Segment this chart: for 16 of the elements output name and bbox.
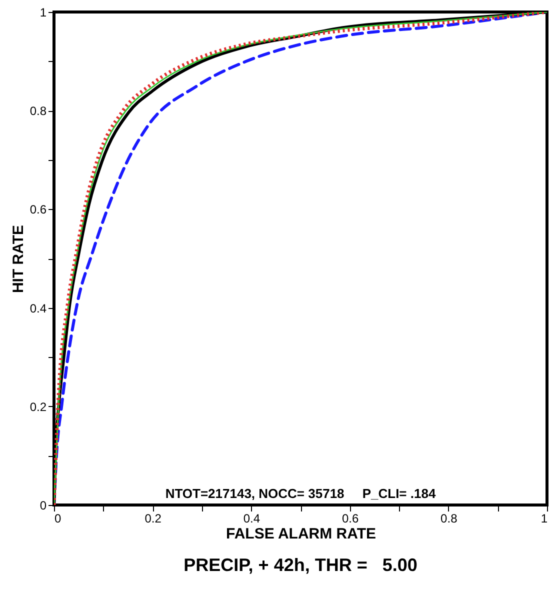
x-axis-title: FALSE ALARM RATE (226, 526, 376, 542)
y-tick-label: 1 (40, 6, 47, 20)
y-axis-title: HIT RATE (10, 224, 27, 294)
x-tick-label: 0.4 (243, 512, 260, 526)
y-tick-label: 0.6 (30, 202, 47, 217)
y-tick-label: 0 (40, 498, 47, 512)
text: PRECIP, + 42h, THR = 5.00 (184, 555, 418, 575)
x-tick-label: 0 (54, 512, 62, 526)
x-tick-label: 0.8 (440, 512, 458, 526)
y-tick-label: 0.8 (30, 104, 47, 118)
x-tick-label: 1 (540, 512, 548, 526)
x-tick-label: 0.2 (144, 512, 162, 526)
y-tick-label: 0.2 (30, 400, 47, 414)
x-tick-label: 0.6 (342, 512, 359, 526)
annotation: NTOT=217143, NOCC= 35718 P_CLI= .184 (165, 486, 436, 501)
y-tick-label: 0.4 (30, 301, 47, 316)
